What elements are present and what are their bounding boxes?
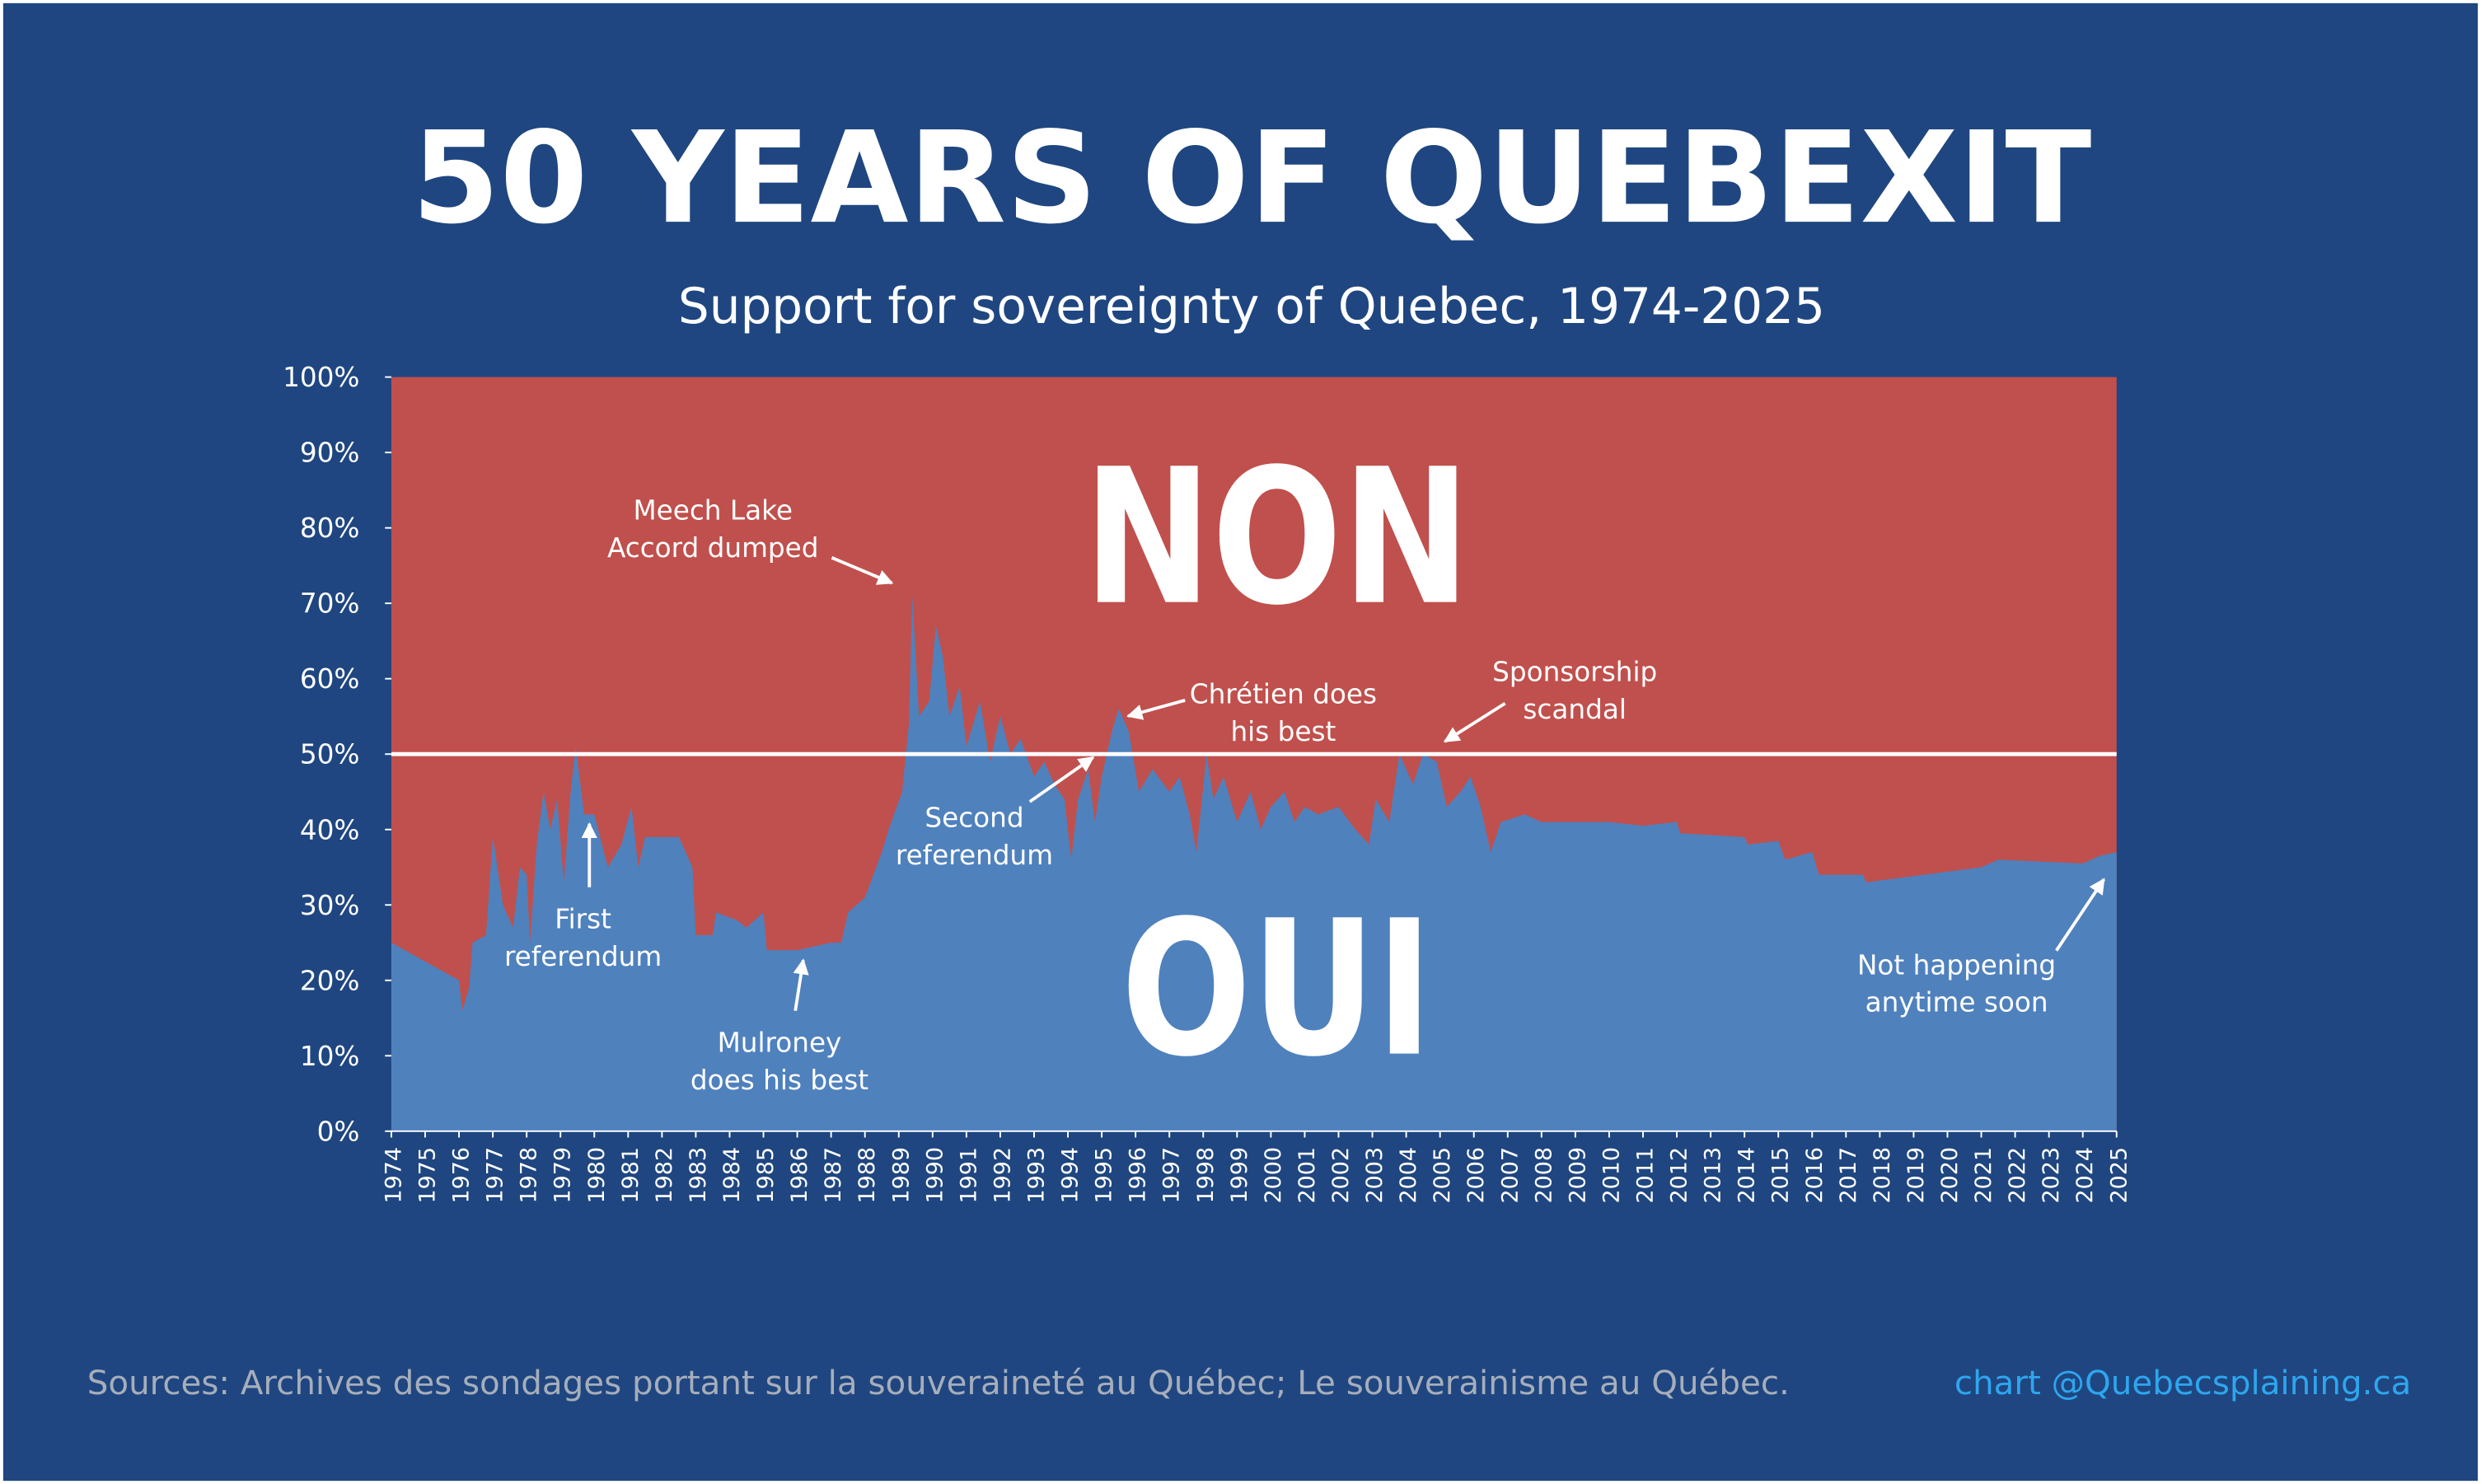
x-tick-label: 2024 <box>2072 1147 2098 1203</box>
x-tick-label: 2003 <box>1362 1147 1388 1203</box>
x-tick-label: 2021 <box>1971 1147 1997 1203</box>
x-tick-label: 1988 <box>854 1147 880 1203</box>
x-tick-label: 1979 <box>550 1147 576 1203</box>
x-tick-label: 1989 <box>888 1147 914 1203</box>
annotation-arrow <box>793 958 809 1011</box>
annotation-arrow <box>1028 756 1095 803</box>
x-tick-label: 1992 <box>990 1147 1015 1203</box>
x-tick-label: 2004 <box>1396 1147 1421 1203</box>
x-tick-label: 1995 <box>1092 1147 1117 1203</box>
y-tick-label: 60% <box>300 663 360 695</box>
x-tick-label: 1978 <box>517 1147 542 1203</box>
x-tick-label: 2023 <box>2039 1147 2064 1203</box>
x-tick-label: 1985 <box>753 1147 779 1203</box>
x-tick-label: 2019 <box>1903 1147 1929 1203</box>
x-tick-label: 1984 <box>719 1147 745 1203</box>
x-tick-label: 1987 <box>821 1147 846 1203</box>
x-tick-label: 2001 <box>1294 1147 1320 1203</box>
chart-title: 50 YEARS OF QUEBEXIT <box>412 105 2092 252</box>
y-tick-label: 70% <box>300 588 360 620</box>
x-tick-label: 1983 <box>686 1147 711 1203</box>
x-tick-label: 2006 <box>1463 1147 1489 1203</box>
region-label: OUI <box>1121 880 1433 1098</box>
chart-subtitle: Support for sovereignty of Quebec, 1974-… <box>678 279 1825 335</box>
annotation: Accord dumped <box>607 532 819 564</box>
x-tick-label: 1996 <box>1126 1147 1151 1203</box>
annotation: referendum <box>896 840 1053 871</box>
annotation: referendum <box>504 941 662 972</box>
x-tick-label: 2012 <box>1667 1147 1692 1203</box>
x-tick-label: 1991 <box>956 1147 981 1203</box>
annotation-arrow <box>1443 702 1506 743</box>
x-tick-label: 2014 <box>1734 1147 1760 1203</box>
x-tick-label: 1990 <box>922 1147 948 1203</box>
x-tick-label: 2016 <box>1802 1147 1828 1203</box>
x-tick-label: 1981 <box>618 1147 644 1203</box>
x-tick-label: 1974 <box>381 1147 406 1203</box>
annotation-arrow <box>2055 878 2105 952</box>
x-tick-label: 1998 <box>1193 1147 1219 1203</box>
annotation: Not happening <box>1857 949 2056 981</box>
y-tick-label: 80% <box>300 513 360 544</box>
annotation-arrow <box>1126 698 1186 720</box>
x-tick-label: 2013 <box>1701 1147 1726 1203</box>
annotation: First <box>555 904 611 935</box>
x-tick-label: 1997 <box>1159 1147 1185 1203</box>
x-tick-label: 1994 <box>1058 1147 1084 1203</box>
x-tick-label: 1975 <box>415 1147 441 1203</box>
region-label: NON <box>1084 428 1471 647</box>
y-tick-label: 40% <box>300 814 360 845</box>
x-tick-label: 1980 <box>584 1147 610 1203</box>
annotation: scandal <box>1523 694 1627 725</box>
x-tick-label: 2000 <box>1261 1147 1286 1203</box>
x-tick-label: 2011 <box>1633 1147 1659 1203</box>
x-tick-label: 2015 <box>1768 1147 1794 1203</box>
x-tick-label: 1976 <box>449 1147 475 1203</box>
y-tick-label: 50% <box>300 739 360 770</box>
area <box>391 596 2117 1131</box>
x-tick-label: 2022 <box>2005 1147 2030 1203</box>
annotation: Meech Lake <box>633 495 793 527</box>
annotation: Sponsorship <box>1492 657 1657 688</box>
x-tick-label: 1977 <box>483 1147 508 1203</box>
annotation: Mulroney <box>718 1028 842 1059</box>
x-tick-label: 1986 <box>787 1147 812 1203</box>
y-tick-label: 0% <box>317 1116 360 1147</box>
y-tick-label: 30% <box>300 890 360 921</box>
source: Sources: Archives des sondages portant s… <box>87 1364 1790 1402</box>
credit: chart @Quebecsplaining.ca <box>1954 1364 2411 1402</box>
x-tick-label: 2017 <box>1836 1147 1861 1203</box>
annotation: his best <box>1230 716 1336 747</box>
x-tick-label: 2005 <box>1430 1147 1455 1203</box>
x-tick-label: 2002 <box>1328 1147 1354 1203</box>
annotation: Chrétien does <box>1190 679 1377 710</box>
x-tick-label: 1993 <box>1024 1147 1050 1203</box>
x-tick-label: 2018 <box>1870 1147 1895 1203</box>
x-tick-label: 2025 <box>2106 1147 2132 1203</box>
x-tick-label: 1999 <box>1227 1147 1252 1203</box>
annotation-arrow <box>831 556 894 585</box>
y-tick-label: 100% <box>283 362 359 393</box>
y-tick-label: 20% <box>300 965 360 996</box>
annotation: does his best <box>690 1065 868 1096</box>
annotation: anytime soon <box>1865 987 2048 1018</box>
x-tick-label: 2008 <box>1531 1147 1556 1203</box>
y-tick-label: 90% <box>300 438 360 469</box>
x-tick-label: 1982 <box>652 1147 677 1203</box>
y-tick-label: 10% <box>300 1041 360 1072</box>
x-tick-label: 2007 <box>1497 1147 1523 1203</box>
annotation: Second <box>925 803 1023 834</box>
x-tick-label: 2009 <box>1565 1147 1590 1203</box>
x-tick-label: 2020 <box>1937 1147 1963 1203</box>
x-tick-label: 2010 <box>1599 1147 1624 1203</box>
